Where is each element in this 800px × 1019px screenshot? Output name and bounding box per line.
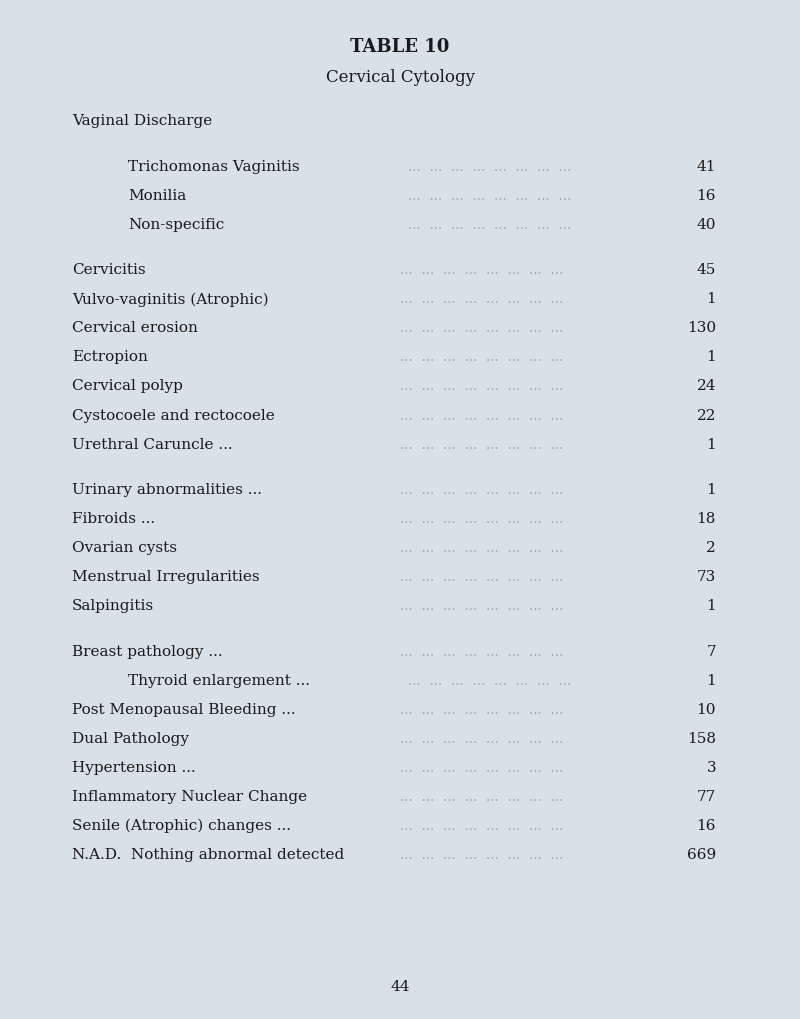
Text: 130: 130 [687,321,716,335]
Text: 22: 22 [697,408,716,422]
Text: 24: 24 [697,379,716,393]
Text: ...  ...  ...  ...  ...  ...  ...  ...: ... ... ... ... ... ... ... ... [400,598,563,612]
Text: TABLE 10: TABLE 10 [350,38,450,56]
Text: Inflammatory Nuclear Change: Inflammatory Nuclear Change [72,789,307,803]
Text: Breast pathology ...: Breast pathology ... [72,644,222,658]
Text: 2: 2 [706,540,716,554]
Text: 16: 16 [697,818,716,833]
Text: Cervical erosion: Cervical erosion [72,321,198,335]
Text: 1: 1 [706,350,716,364]
Text: ...  ...  ...  ...  ...  ...  ...  ...: ... ... ... ... ... ... ... ... [400,731,563,745]
Text: 1: 1 [706,437,716,451]
Text: ...  ...  ...  ...  ...  ...  ...  ...: ... ... ... ... ... ... ... ... [400,482,563,496]
Text: Vaginal Discharge: Vaginal Discharge [72,114,212,128]
Text: Ectropion: Ectropion [72,350,148,364]
Text: ...  ...  ...  ...  ...  ...  ...  ...: ... ... ... ... ... ... ... ... [400,644,563,658]
Text: 1: 1 [706,482,716,496]
Text: 73: 73 [697,570,716,584]
Text: 669: 669 [686,847,716,861]
Text: 77: 77 [697,789,716,803]
Text: Salpingitis: Salpingitis [72,598,154,612]
Text: 3: 3 [706,760,716,774]
Text: ...  ...  ...  ...  ...  ...  ...  ...: ... ... ... ... ... ... ... ... [400,789,563,803]
Text: 44: 44 [390,979,410,994]
Text: Hypertension ...: Hypertension ... [72,760,196,774]
Text: ...  ...  ...  ...  ...  ...  ...  ...: ... ... ... ... ... ... ... ... [400,818,563,833]
Text: Urinary abnormalities ...: Urinary abnormalities ... [72,482,262,496]
Text: ...  ...  ...  ...  ...  ...  ...  ...: ... ... ... ... ... ... ... ... [400,540,563,554]
Text: 158: 158 [687,731,716,745]
Text: ...  ...  ...  ...  ...  ...  ...  ...: ... ... ... ... ... ... ... ... [400,702,563,716]
Text: Trichomonas Vaginitis: Trichomonas Vaginitis [128,159,300,173]
Text: Monilia: Monilia [128,189,186,203]
Text: 1: 1 [706,673,716,687]
Text: ...  ...  ...  ...  ...  ...  ...  ...: ... ... ... ... ... ... ... ... [408,673,571,687]
Text: 10: 10 [697,702,716,716]
Text: Cervical Cytology: Cervical Cytology [326,69,474,87]
Text: 1: 1 [706,291,716,306]
Text: ...  ...  ...  ...  ...  ...  ...  ...: ... ... ... ... ... ... ... ... [400,437,563,451]
Text: Non-specific: Non-specific [128,217,224,231]
Text: N.A.D.  Nothing abnormal detected: N.A.D. Nothing abnormal detected [72,847,344,861]
Text: ...  ...  ...  ...  ...  ...  ...  ...: ... ... ... ... ... ... ... ... [408,217,571,231]
Text: Vulvo-vaginitis (Atrophic): Vulvo-vaginitis (Atrophic) [72,291,269,307]
Text: ...  ...  ...  ...  ...  ...  ...  ...: ... ... ... ... ... ... ... ... [408,189,571,203]
Text: ...  ...  ...  ...  ...  ...  ...  ...: ... ... ... ... ... ... ... ... [400,291,563,306]
Text: ...  ...  ...  ...  ...  ...  ...  ...: ... ... ... ... ... ... ... ... [400,760,563,774]
Text: 18: 18 [697,512,716,526]
Text: Menstrual Irregularities: Menstrual Irregularities [72,570,260,584]
Text: ...  ...  ...  ...  ...  ...  ...  ...: ... ... ... ... ... ... ... ... [400,321,563,335]
Text: ...  ...  ...  ...  ...  ...  ...  ...: ... ... ... ... ... ... ... ... [400,512,563,526]
Text: 7: 7 [706,644,716,658]
Text: Fibroids ...: Fibroids ... [72,512,155,526]
Text: ...  ...  ...  ...  ...  ...  ...  ...: ... ... ... ... ... ... ... ... [408,159,571,173]
Text: Cystocoele and rectocoele: Cystocoele and rectocoele [72,408,274,422]
Text: 45: 45 [697,263,716,277]
Text: Cervical polyp: Cervical polyp [72,379,183,393]
Text: Thyroid enlargement ...: Thyroid enlargement ... [128,673,310,687]
Text: 1: 1 [706,598,716,612]
Text: ...  ...  ...  ...  ...  ...  ...  ...: ... ... ... ... ... ... ... ... [400,408,563,422]
Text: Dual Pathology: Dual Pathology [72,731,189,745]
Text: Urethral Caruncle ...: Urethral Caruncle ... [72,437,233,451]
Text: Ovarian cysts: Ovarian cysts [72,540,177,554]
Text: 41: 41 [697,159,716,173]
Text: Senile (Atrophic) changes ...: Senile (Atrophic) changes ... [72,818,291,833]
Text: ...  ...  ...  ...  ...  ...  ...  ...: ... ... ... ... ... ... ... ... [400,263,563,277]
Text: ...  ...  ...  ...  ...  ...  ...  ...: ... ... ... ... ... ... ... ... [400,350,563,364]
Text: ...  ...  ...  ...  ...  ...  ...  ...: ... ... ... ... ... ... ... ... [400,847,563,861]
Text: Cervicitis: Cervicitis [72,263,146,277]
Text: ...  ...  ...  ...  ...  ...  ...  ...: ... ... ... ... ... ... ... ... [400,379,563,393]
Text: Post Menopausal Bleeding ...: Post Menopausal Bleeding ... [72,702,296,716]
Text: 40: 40 [697,217,716,231]
Text: 16: 16 [697,189,716,203]
Text: ...  ...  ...  ...  ...  ...  ...  ...: ... ... ... ... ... ... ... ... [400,570,563,584]
